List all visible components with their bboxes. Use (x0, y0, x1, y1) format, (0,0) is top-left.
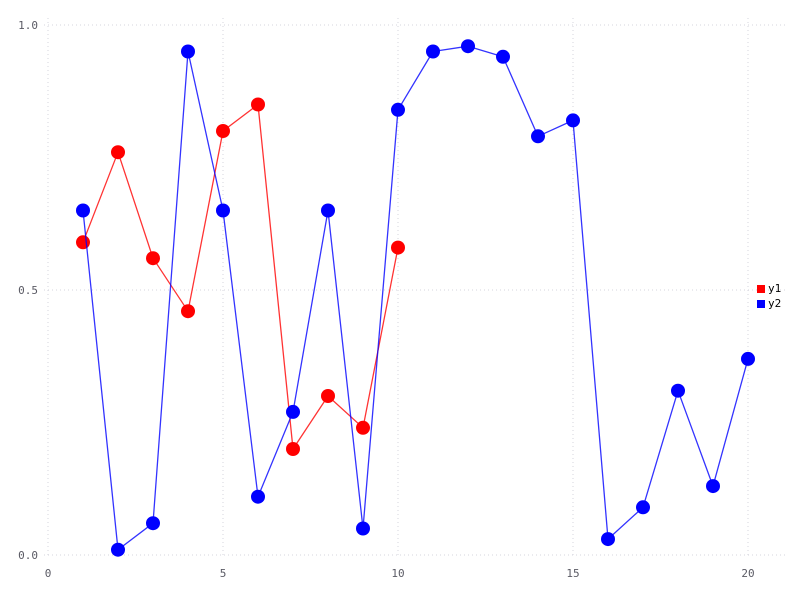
data-point-y1 (251, 97, 265, 112)
data-point-y1 (111, 145, 125, 160)
data-point-y2 (286, 404, 300, 419)
data-point-y1 (286, 442, 300, 456)
data-point-y2 (216, 203, 230, 218)
data-point-y2 (461, 39, 475, 54)
legend-label-y1: y1 (768, 282, 782, 295)
legend-item-y2: y2 (757, 297, 781, 311)
data-point-y2 (146, 516, 160, 531)
legend-swatch-y2-icon (757, 300, 765, 308)
series-line-y1 (82, 103, 399, 450)
data-point-y1 (216, 124, 230, 138)
data-point-y1 (321, 389, 335, 403)
legend-label-y2: y2 (768, 297, 782, 310)
data-point-y2 (601, 532, 615, 547)
legend: y1 y2 (757, 282, 781, 311)
data-point-y2 (566, 113, 580, 128)
data-point-y2 (706, 479, 720, 494)
x-tick-label: 15 (566, 567, 579, 580)
data-point-y2 (356, 521, 370, 536)
x-tick-label: 5 (220, 567, 227, 580)
y-tick-label: 0.5 (18, 284, 38, 297)
data-point-y1 (391, 240, 405, 255)
data-point-y2 (111, 542, 125, 557)
legend-item-y1: y1 (757, 282, 781, 296)
data-point-y2 (671, 383, 685, 398)
data-point-y2 (636, 500, 650, 515)
series-line-y2 (82, 45, 749, 551)
y-tick-label: 1.0 (18, 19, 38, 32)
data-point-y2 (251, 489, 265, 504)
x-tick-label: 0 (45, 567, 52, 580)
data-point-y2 (181, 44, 195, 59)
data-point-y2 (531, 129, 545, 144)
data-point-y2 (496, 49, 510, 64)
data-point-y1 (181, 304, 195, 319)
x-tick-label: 10 (391, 567, 404, 580)
legend-swatch-y1-icon (757, 285, 765, 293)
data-point-y2 (321, 203, 335, 218)
data-point-y2 (391, 102, 405, 117)
data-point-y1 (146, 251, 160, 266)
data-point-y2 (426, 44, 440, 59)
data-point-y2 (741, 351, 755, 366)
data-point-y1 (356, 420, 370, 435)
data-point-y2 (76, 203, 90, 218)
data-point-y1 (76, 235, 90, 250)
x-tick-label: 20 (741, 567, 754, 580)
y-tick-label: 0.0 (18, 549, 38, 562)
